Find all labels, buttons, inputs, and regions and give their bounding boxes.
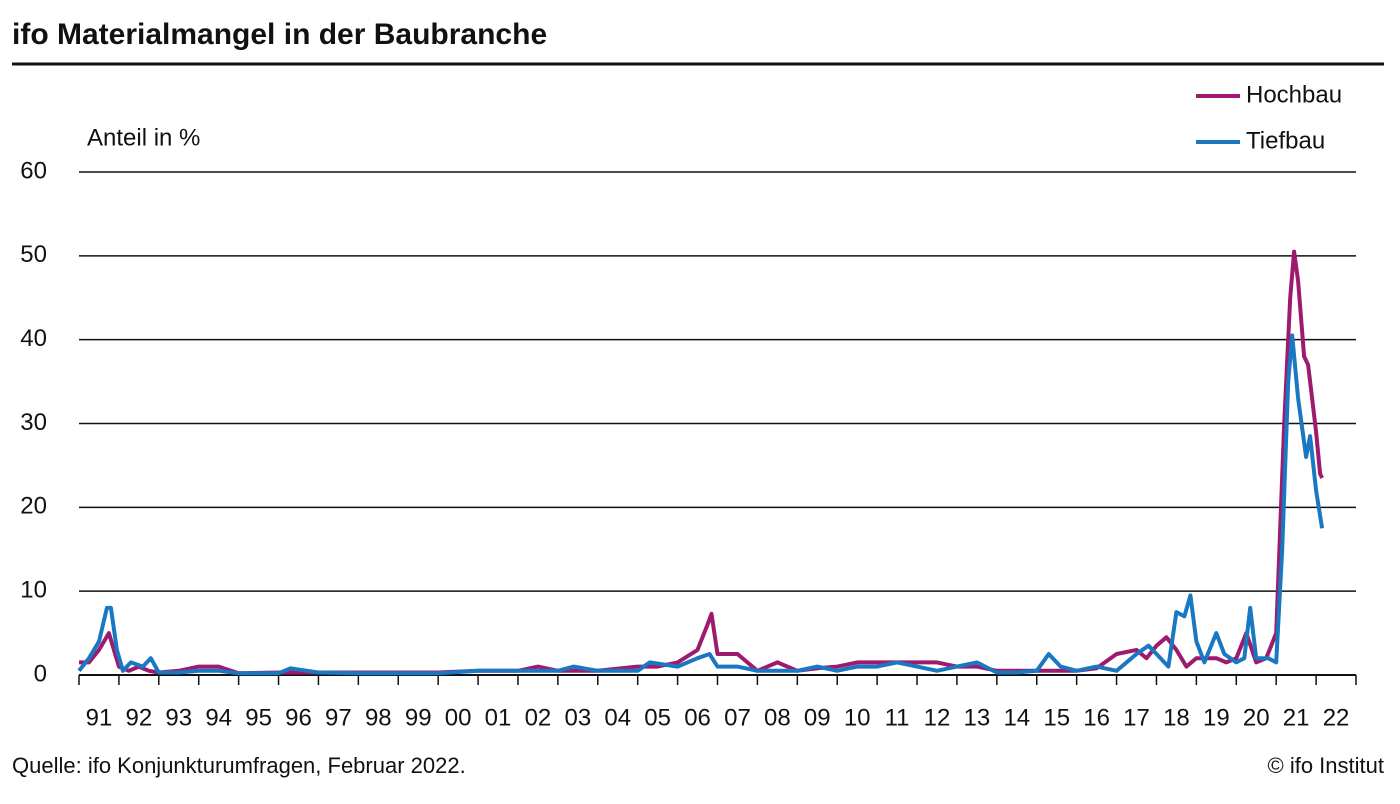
x-tick-label: 12 [924,704,951,731]
chart-title: ifo Materialmangel in der Baubranche [12,18,547,51]
y-axis-label: Anteil in % [87,124,200,151]
y-tick-label: 20 [20,493,47,520]
legend-label: Hochbau [1246,81,1342,108]
x-tick-label: 04 [604,704,631,731]
x-tick-label: 91 [86,704,113,731]
x-tick-label: 02 [525,704,552,731]
x-tick-label: 10 [844,704,871,731]
x-tick-label: 18 [1163,704,1190,731]
x-tick-label: 21 [1283,704,1310,731]
legend-label: Tiefbau [1246,127,1325,154]
x-tick-label: 11 [885,704,910,731]
y-tick-label: 40 [20,325,47,352]
x-tick-label: 96 [285,704,312,731]
credit: © ifo Institut [1268,753,1384,778]
x-tick-label: 13 [964,704,991,731]
x-tick-label: 93 [165,704,192,731]
x-tick-label: 00 [445,704,472,731]
x-tick-label: 99 [405,704,432,731]
source: Quelle: ifo Konjunkturumfragen, Februar … [12,753,466,778]
y-tick-label: 0 [34,660,47,687]
x-tick-label: 98 [365,704,392,731]
x-tick-label: 92 [126,704,153,731]
x-tick-label: 17 [1123,704,1150,731]
y-tick-label: 30 [20,409,47,436]
x-tick-label: 94 [205,704,232,731]
x-tick-label: 05 [644,704,671,731]
x-tick-label: 01 [485,704,512,731]
x-tick-label: 22 [1323,704,1350,731]
x-tick-label: 06 [684,704,711,731]
y-tick-label: 60 [20,157,47,184]
x-tick-label: 95 [245,704,272,731]
series-line [77,333,1325,676]
x-tick-label: 15 [1043,704,1070,731]
series-line [79,249,1324,676]
y-tick-label: 50 [20,241,47,268]
x-tick-label: 19 [1203,704,1230,731]
x-tick-label: 97 [325,704,352,731]
x-tick-label: 07 [724,704,751,731]
x-tick-label: 16 [1083,704,1110,731]
y-tick-label: 10 [20,577,47,604]
x-tick-label: 08 [764,704,791,731]
x-tick-label: 14 [1003,704,1030,731]
x-tick-label: 09 [804,704,831,731]
x-tick-label: 20 [1243,704,1270,731]
x-tick-label: 03 [564,704,591,731]
